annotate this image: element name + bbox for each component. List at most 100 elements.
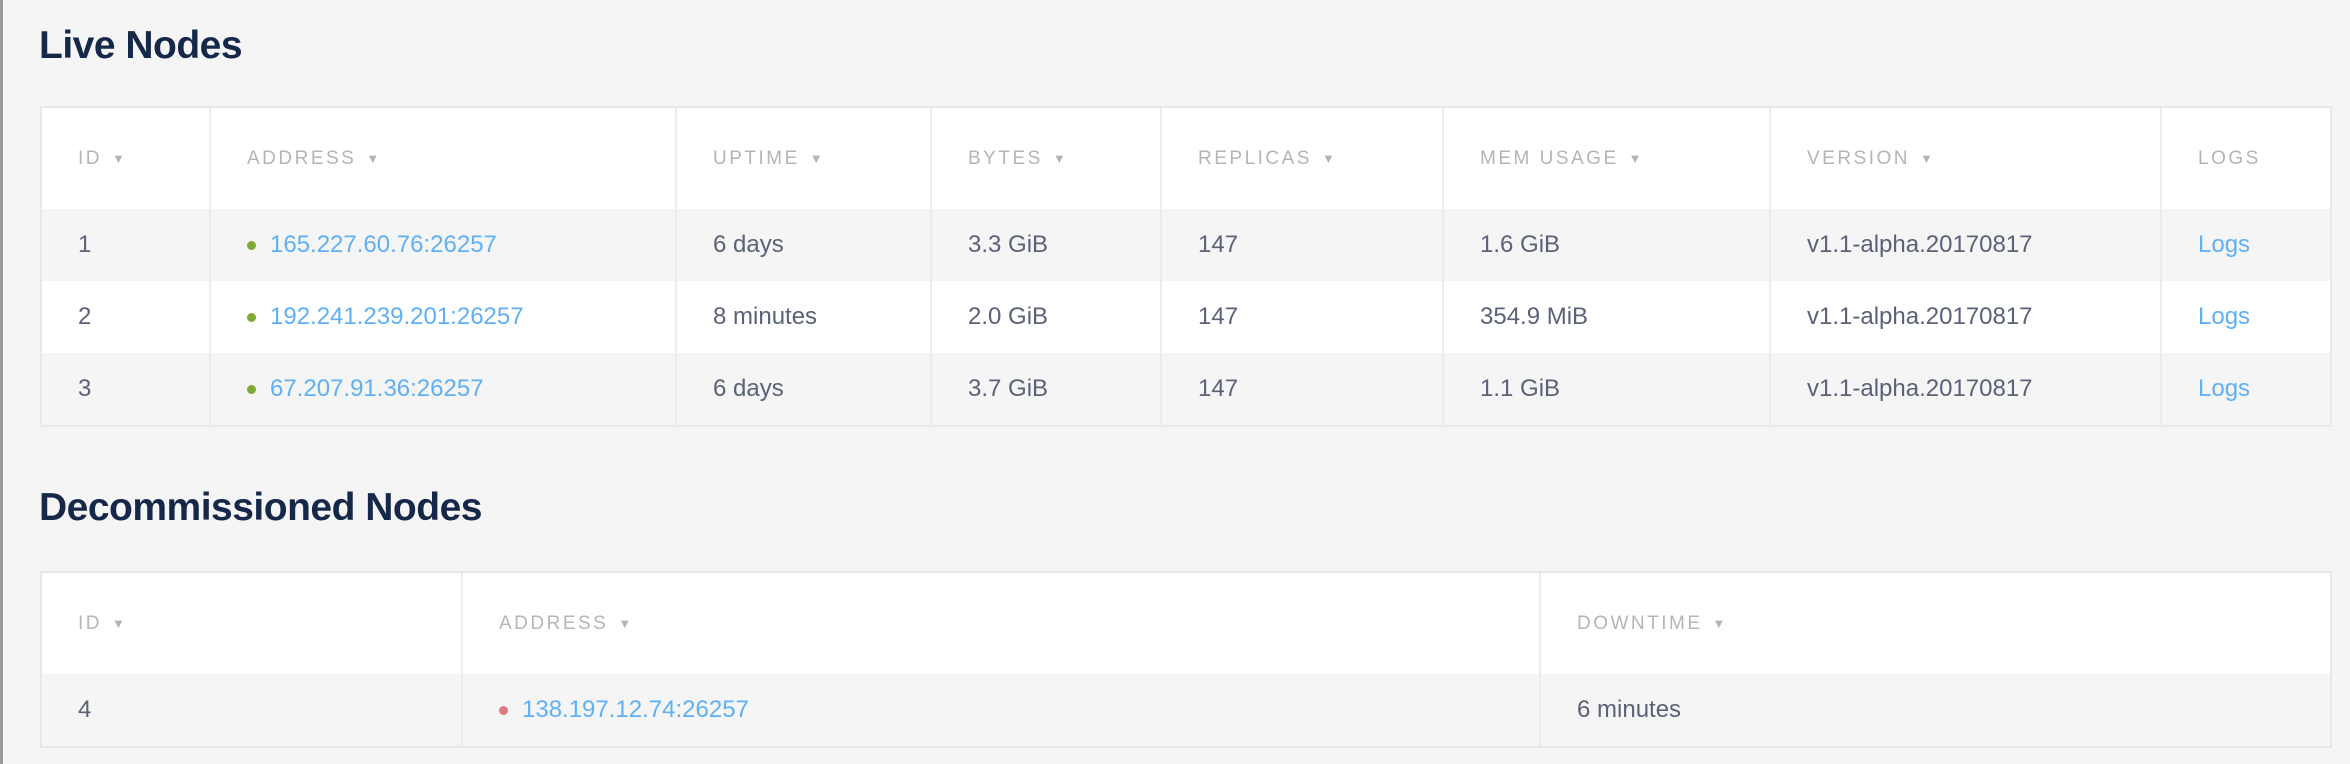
uptime: 8 minutes bbox=[713, 303, 818, 330]
table-cell: Logs bbox=[2162, 281, 2330, 353]
node-address-link[interactable]: 165.227.60.76:26257 bbox=[270, 231, 497, 258]
table-cell: 4 bbox=[42, 674, 463, 746]
downtime: 6 minutes bbox=[1577, 696, 1682, 723]
mem-usage: 1.1 GiB bbox=[1480, 375, 1561, 402]
sort-arrow-icon: ▼ bbox=[809, 151, 823, 166]
table-cell: 2.0 GiB bbox=[932, 281, 1162, 353]
col-downtime[interactable]: Downtime ▼ bbox=[1541, 573, 2330, 674]
sort-arrow-icon: ▼ bbox=[618, 616, 632, 631]
table-cell: Logs bbox=[2162, 353, 2330, 425]
col-label: Mem Usage bbox=[1480, 147, 1619, 169]
table-cell: v1.1-alpha.20170817 bbox=[1771, 209, 2162, 281]
uptime: 6 days bbox=[713, 375, 784, 402]
col-label: Version bbox=[1807, 147, 1911, 169]
table-cell: 138.197.12.74:26257 bbox=[463, 674, 1541, 746]
node-address-link[interactable]: 192.241.239.201:26257 bbox=[270, 303, 524, 330]
sort-arrow-icon: ▼ bbox=[1628, 151, 1642, 166]
table-cell: 67.207.91.36:26257 bbox=[211, 353, 677, 425]
table-header: ID ▼ Address ▼ Uptime ▼ Bytes ▼ Replicas ▼ Me… bbox=[42, 108, 2330, 209]
table-cell: 6 minutes bbox=[1541, 674, 2330, 746]
table-cell: 192.241.239.201:26257 bbox=[211, 281, 677, 353]
decommissioned-nodes-title: Decommissioned Nodes bbox=[39, 486, 482, 529]
node-id: 1 bbox=[78, 231, 92, 258]
bytes: 3.7 GiB bbox=[968, 375, 1049, 402]
table-cell: 8 minutes bbox=[677, 281, 932, 353]
table-row: 4 138.197.12.74:26257 6 minutes bbox=[42, 674, 2330, 746]
node-id: 4 bbox=[78, 696, 92, 723]
status-dot-icon bbox=[499, 705, 508, 715]
col-mem-usage[interactable]: Mem Usage ▼ bbox=[1444, 108, 1771, 209]
sort-arrow-icon: ▼ bbox=[1321, 151, 1335, 166]
live-nodes-title: Live Nodes bbox=[39, 24, 243, 67]
status-dot-icon bbox=[247, 312, 256, 322]
table-cell: 3.7 GiB bbox=[932, 353, 1162, 425]
col-address[interactable]: Address ▼ bbox=[463, 573, 1541, 674]
col-replicas[interactable]: Replicas ▼ bbox=[1162, 108, 1444, 209]
version: v1.1-alpha.20170817 bbox=[1807, 375, 2033, 402]
logs-link[interactable]: Logs bbox=[2198, 303, 2251, 330]
version: v1.1-alpha.20170817 bbox=[1807, 303, 2033, 330]
table-row: 3 67.207.91.36:26257 6 days 3.7 GiB 147 1.1 G… bbox=[42, 353, 2330, 425]
version: v1.1-alpha.20170817 bbox=[1807, 231, 2033, 258]
table-cell: 147 bbox=[1162, 353, 1444, 425]
node-id: 2 bbox=[78, 303, 92, 330]
sort-arrow-icon: ▼ bbox=[1052, 151, 1066, 166]
table-cell: 1.1 GiB bbox=[1444, 353, 1771, 425]
table-cell: 6 days bbox=[677, 209, 932, 281]
bytes: 2.0 GiB bbox=[968, 303, 1049, 330]
table-cell: v1.1-alpha.20170817 bbox=[1771, 281, 2162, 353]
status-dot-icon bbox=[247, 240, 256, 250]
col-id[interactable]: ID ▼ bbox=[42, 108, 211, 209]
bytes: 3.3 GiB bbox=[968, 231, 1049, 258]
live-nodes-table: ID ▼ Address ▼ Uptime ▼ Bytes ▼ Replicas ▼ Me… bbox=[40, 106, 2332, 427]
replicas: 147 bbox=[1198, 375, 1239, 402]
uptime: 6 days bbox=[713, 231, 784, 258]
col-label: Downtime bbox=[1577, 612, 1703, 634]
table-cell: 147 bbox=[1162, 209, 1444, 281]
node-id: 3 bbox=[78, 375, 92, 402]
col-label: Replicas bbox=[1198, 147, 1312, 169]
logs-link[interactable]: Logs bbox=[2198, 375, 2251, 402]
replicas: 147 bbox=[1198, 231, 1239, 258]
table-cell: Logs bbox=[2162, 209, 2330, 281]
col-label: Logs bbox=[2198, 147, 2261, 169]
table-cell: 6 days bbox=[677, 353, 932, 425]
sort-arrow-icon: ▼ bbox=[1712, 616, 1726, 631]
col-label: Bytes bbox=[968, 147, 1043, 169]
mem-usage: 1.6 GiB bbox=[1480, 231, 1561, 258]
node-address-link[interactable]: 67.207.91.36:26257 bbox=[270, 375, 484, 402]
logs-link[interactable]: Logs bbox=[2198, 231, 2251, 258]
col-uptime[interactable]: Uptime ▼ bbox=[677, 108, 932, 209]
table-cell: 1 bbox=[42, 209, 211, 281]
table-cell: 2 bbox=[42, 281, 211, 353]
table-header: ID ▼ Address ▼ Downtime ▼ bbox=[42, 573, 2330, 674]
table-row: 1 165.227.60.76:26257 6 days 3.3 GiB 147 1.6 … bbox=[42, 209, 2330, 281]
table-cell: 354.9 MiB bbox=[1444, 281, 1771, 353]
mem-usage: 354.9 MiB bbox=[1480, 303, 1589, 330]
col-label: Address bbox=[247, 147, 357, 169]
sort-arrow-icon: ▼ bbox=[112, 151, 125, 166]
col-label: ID bbox=[78, 612, 102, 634]
table-cell: 165.227.60.76:26257 bbox=[211, 209, 677, 281]
col-label: Uptime bbox=[713, 147, 800, 169]
table-row: 2 192.241.239.201:26257 8 minutes 2.0 GiB 14… bbox=[42, 281, 2330, 353]
table-cell: v1.1-alpha.20170817 bbox=[1771, 353, 2162, 425]
decommissioned-nodes-table: ID ▼ Address ▼ Downtime ▼ 4 138.197.12.74:26… bbox=[40, 571, 2332, 748]
node-address-link[interactable]: 138.197.12.74:26257 bbox=[522, 696, 749, 723]
table-cell: 3 bbox=[42, 353, 211, 425]
col-address[interactable]: Address ▼ bbox=[211, 108, 677, 209]
col-id[interactable]: ID ▼ bbox=[42, 573, 463, 674]
status-dot-icon bbox=[247, 384, 256, 394]
table-cell: 1.6 GiB bbox=[1444, 209, 1771, 281]
sort-arrow-icon: ▼ bbox=[112, 616, 125, 631]
col-version[interactable]: Version ▼ bbox=[1771, 108, 2162, 209]
col-bytes[interactable]: Bytes ▼ bbox=[932, 108, 1162, 209]
sort-arrow-icon: ▼ bbox=[366, 151, 380, 166]
replicas: 147 bbox=[1198, 303, 1239, 330]
col-logs: Logs bbox=[2162, 108, 2330, 209]
table-cell: 3.3 GiB bbox=[932, 209, 1162, 281]
table-cell: 147 bbox=[1162, 281, 1444, 353]
sort-arrow-icon: ▼ bbox=[1920, 151, 1933, 166]
col-label: Address bbox=[499, 612, 609, 634]
col-label: ID bbox=[78, 147, 102, 169]
